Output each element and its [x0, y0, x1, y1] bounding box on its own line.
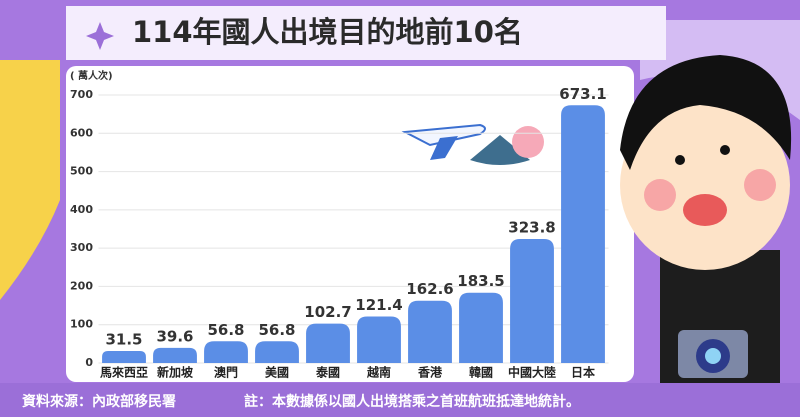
x-tick-label: 中國大陸 [508, 365, 556, 380]
bar [561, 105, 605, 363]
title-box [66, 6, 666, 60]
value-label: 183.5 [457, 272, 504, 290]
x-tick-label: 越南 [366, 365, 391, 380]
bar [255, 341, 299, 363]
x-tick-label: 香港 [417, 365, 443, 380]
y-tick-label: 700 [70, 88, 93, 101]
y-tick-label: 500 [70, 165, 93, 178]
footer [0, 383, 800, 417]
x-tick-label: 美國 [265, 365, 289, 380]
value-label: 56.8 [207, 321, 244, 339]
value-label: 39.6 [156, 327, 193, 345]
y-tick-label: 0 [85, 356, 93, 369]
bar [306, 323, 350, 363]
y-tick-label: 200 [70, 279, 93, 292]
value-label: 673.1 [559, 85, 606, 103]
source: 資料來源：內政部移民署 [22, 393, 176, 410]
y-tick-label: 300 [70, 241, 93, 254]
x-tick-label: 新加坡 [157, 365, 194, 380]
bar [204, 341, 248, 363]
x-tick-label: 泰國 [315, 365, 340, 380]
bar [357, 316, 401, 363]
x-tick-label: 韓國 [469, 365, 493, 380]
chart-title: 114年國人出境目的地前10名 [132, 15, 523, 49]
bar [102, 350, 146, 363]
value-label: 31.5 [105, 330, 142, 348]
y-tick-label: 400 [70, 203, 93, 216]
character [620, 55, 792, 383]
note: 註：本數據係以國人出境搭乘之首班航班抵達地統計。 [244, 393, 580, 410]
x-tick-label: 馬來西亞 [100, 365, 148, 380]
decor [0, 60, 60, 300]
value-label: 102.7 [304, 303, 351, 321]
value-label: 56.8 [258, 321, 295, 339]
decor-plane [401, 123, 544, 165]
y-tick-label: 600 [70, 126, 93, 139]
bar [153, 347, 197, 363]
x-tick-label: 日本 [571, 365, 595, 380]
bar [459, 292, 503, 363]
y-axis-label: ( 萬人次) [70, 69, 113, 82]
bar [408, 300, 452, 363]
star [86, 22, 114, 50]
value-label: 323.8 [508, 219, 555, 237]
value-label: 121.4 [355, 296, 402, 314]
y-tick-label: 100 [70, 318, 93, 331]
x-tick-label: 澳門 [214, 365, 238, 380]
bar [510, 239, 554, 363]
value-label: 162.6 [406, 280, 453, 298]
